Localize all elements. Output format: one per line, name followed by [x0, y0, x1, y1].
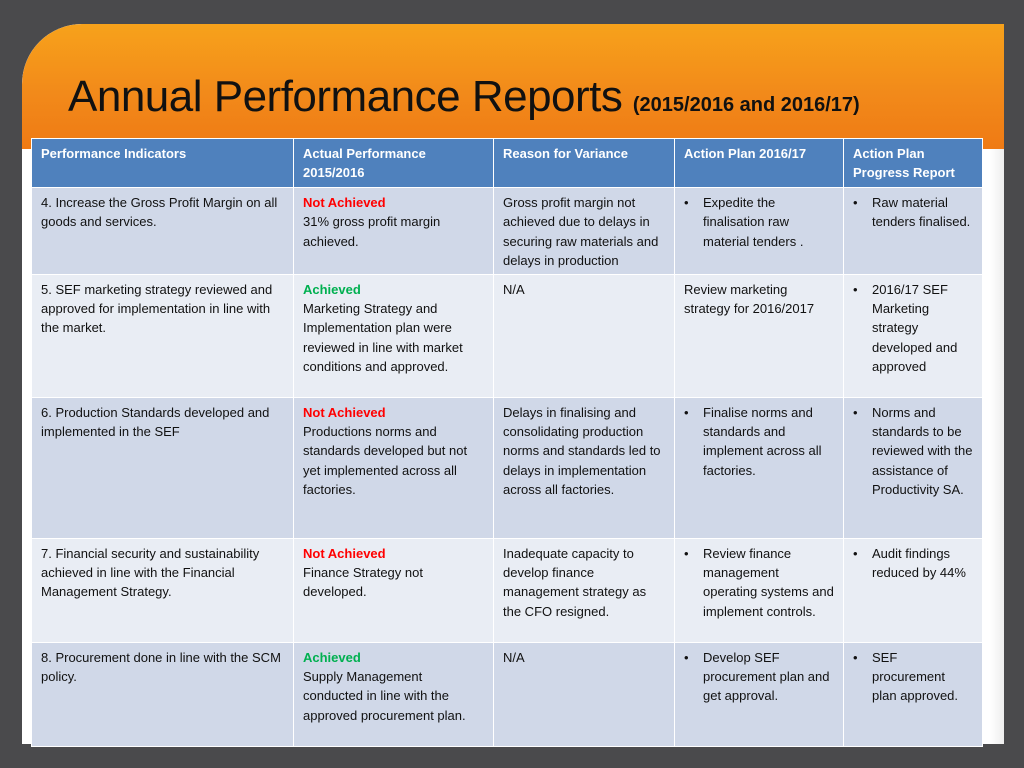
reason-cell: Gross profit margin not achieved due to …: [493, 187, 675, 275]
action-plan-cell: Review finance management operating syst…: [674, 537, 844, 643]
actual-cell: Not Achieved 31% gross profit margin ach…: [293, 187, 494, 275]
progress-cell: SEF procurement plan approved.: [843, 641, 983, 747]
actual-text: Productions norms and standards develope…: [303, 424, 468, 498]
actual-text: 31% gross profit margin achieved.: [303, 214, 441, 249]
action-plan-item: Expedite the finalisation raw material t…: [684, 193, 834, 251]
header-reason-for-variance: Reason for Variance: [493, 138, 675, 188]
table-row: 7. Financial security and sustainability…: [31, 537, 983, 643]
action-plan-cell: Review marketing strategy for 2016/2017: [674, 273, 844, 398]
reason-cell: N/A: [493, 641, 675, 747]
reason-cell: Delays in finalising and consolidating p…: [493, 396, 675, 539]
reason-cell: Inadequate capacity to develop finance m…: [493, 537, 675, 643]
header-action-plan: Action Plan 2016/17: [674, 138, 844, 188]
actual-cell: Not Achieved Productions norms and stand…: [293, 396, 494, 539]
progress-item: 2016/17 SEF Marketing strategy developed…: [853, 280, 973, 377]
reason-cell: N/A: [493, 273, 675, 398]
progress-cell: Audit findings reduced by 44%: [843, 537, 983, 643]
actual-text: Supply Management conducted in line with…: [303, 669, 466, 723]
title-sub: (2015/2016 and 2016/17): [632, 94, 860, 116]
slide-edge-shadow: [990, 149, 1004, 744]
header-progress-report: Action Plan Progress Report: [843, 138, 983, 188]
indicator-cell: 5. SEF marketing strategy reviewed and a…: [31, 273, 294, 398]
actual-text: Finance Strategy not developed.: [303, 565, 423, 600]
table-row: 4. Increase the Gross Profit Margin on a…: [31, 187, 983, 275]
status-label: Not Achieved: [303, 404, 386, 420]
status-label: Not Achieved: [303, 195, 386, 210]
title-band: [22, 24, 1004, 149]
action-plan-item: Finalise norms and standards and impleme…: [684, 403, 834, 481]
title-main: Annual Performance Reports: [68, 72, 623, 121]
table-row: 8. Procurement done in line with the SCM…: [31, 641, 983, 747]
progress-cell: 2016/17 SEF Marketing strategy developed…: [843, 273, 983, 398]
indicator-cell: 7. Financial security and sustainability…: [31, 537, 294, 643]
table-row: 6. Production Standards developed and im…: [31, 396, 983, 539]
indicator-cell: 4. Increase the Gross Profit Margin on a…: [31, 187, 294, 275]
indicator-cell: 6. Production Standards developed and im…: [31, 396, 294, 539]
action-plan-cell: Expedite the finalisation raw material t…: [674, 187, 844, 275]
status-label: Achieved: [303, 649, 361, 665]
header-performance-indicators: Performance Indicators: [31, 138, 294, 188]
progress-item: Audit findings reduced by 44%: [853, 544, 973, 583]
performance-table: Performance Indicators Actual Performanc…: [31, 138, 983, 747]
progress-item: SEF procurement plan approved.: [853, 648, 973, 706]
actual-cell: Achieved Supply Management conducted in …: [293, 641, 494, 747]
actual-cell: Achieved Marketing Strategy and Implemen…: [293, 273, 494, 398]
progress-item: Raw material tenders finalised.: [853, 193, 973, 232]
progress-cell: Raw material tenders finalised.: [843, 187, 983, 275]
action-plan-cell: Develop SEF procurement plan and get app…: [674, 641, 844, 747]
actual-text: Marketing Strategy and Implementation pl…: [303, 301, 463, 375]
action-plan-cell: Finalise norms and standards and impleme…: [674, 396, 844, 539]
action-plan-item: Review finance management operating syst…: [684, 544, 834, 622]
action-plan-item: Develop SEF procurement plan and get app…: [684, 648, 834, 706]
table-header-row: Performance Indicators Actual Performanc…: [31, 138, 983, 188]
header-actual-performance: Actual Performance 2015/2016: [293, 138, 494, 188]
progress-item: Norms and standards to be reviewed with …: [853, 403, 973, 500]
table-row: 5. SEF marketing strategy reviewed and a…: [31, 273, 983, 398]
status-label: Achieved: [303, 281, 361, 297]
status-label: Not Achieved: [303, 545, 386, 561]
slide-title: Annual Performance Reports (2015/2016 an…: [68, 72, 860, 122]
actual-cell: Not Achieved Finance Strategy not develo…: [293, 537, 494, 643]
indicator-cell: 8. Procurement done in line with the SCM…: [31, 641, 294, 747]
progress-cell: Norms and standards to be reviewed with …: [843, 396, 983, 539]
